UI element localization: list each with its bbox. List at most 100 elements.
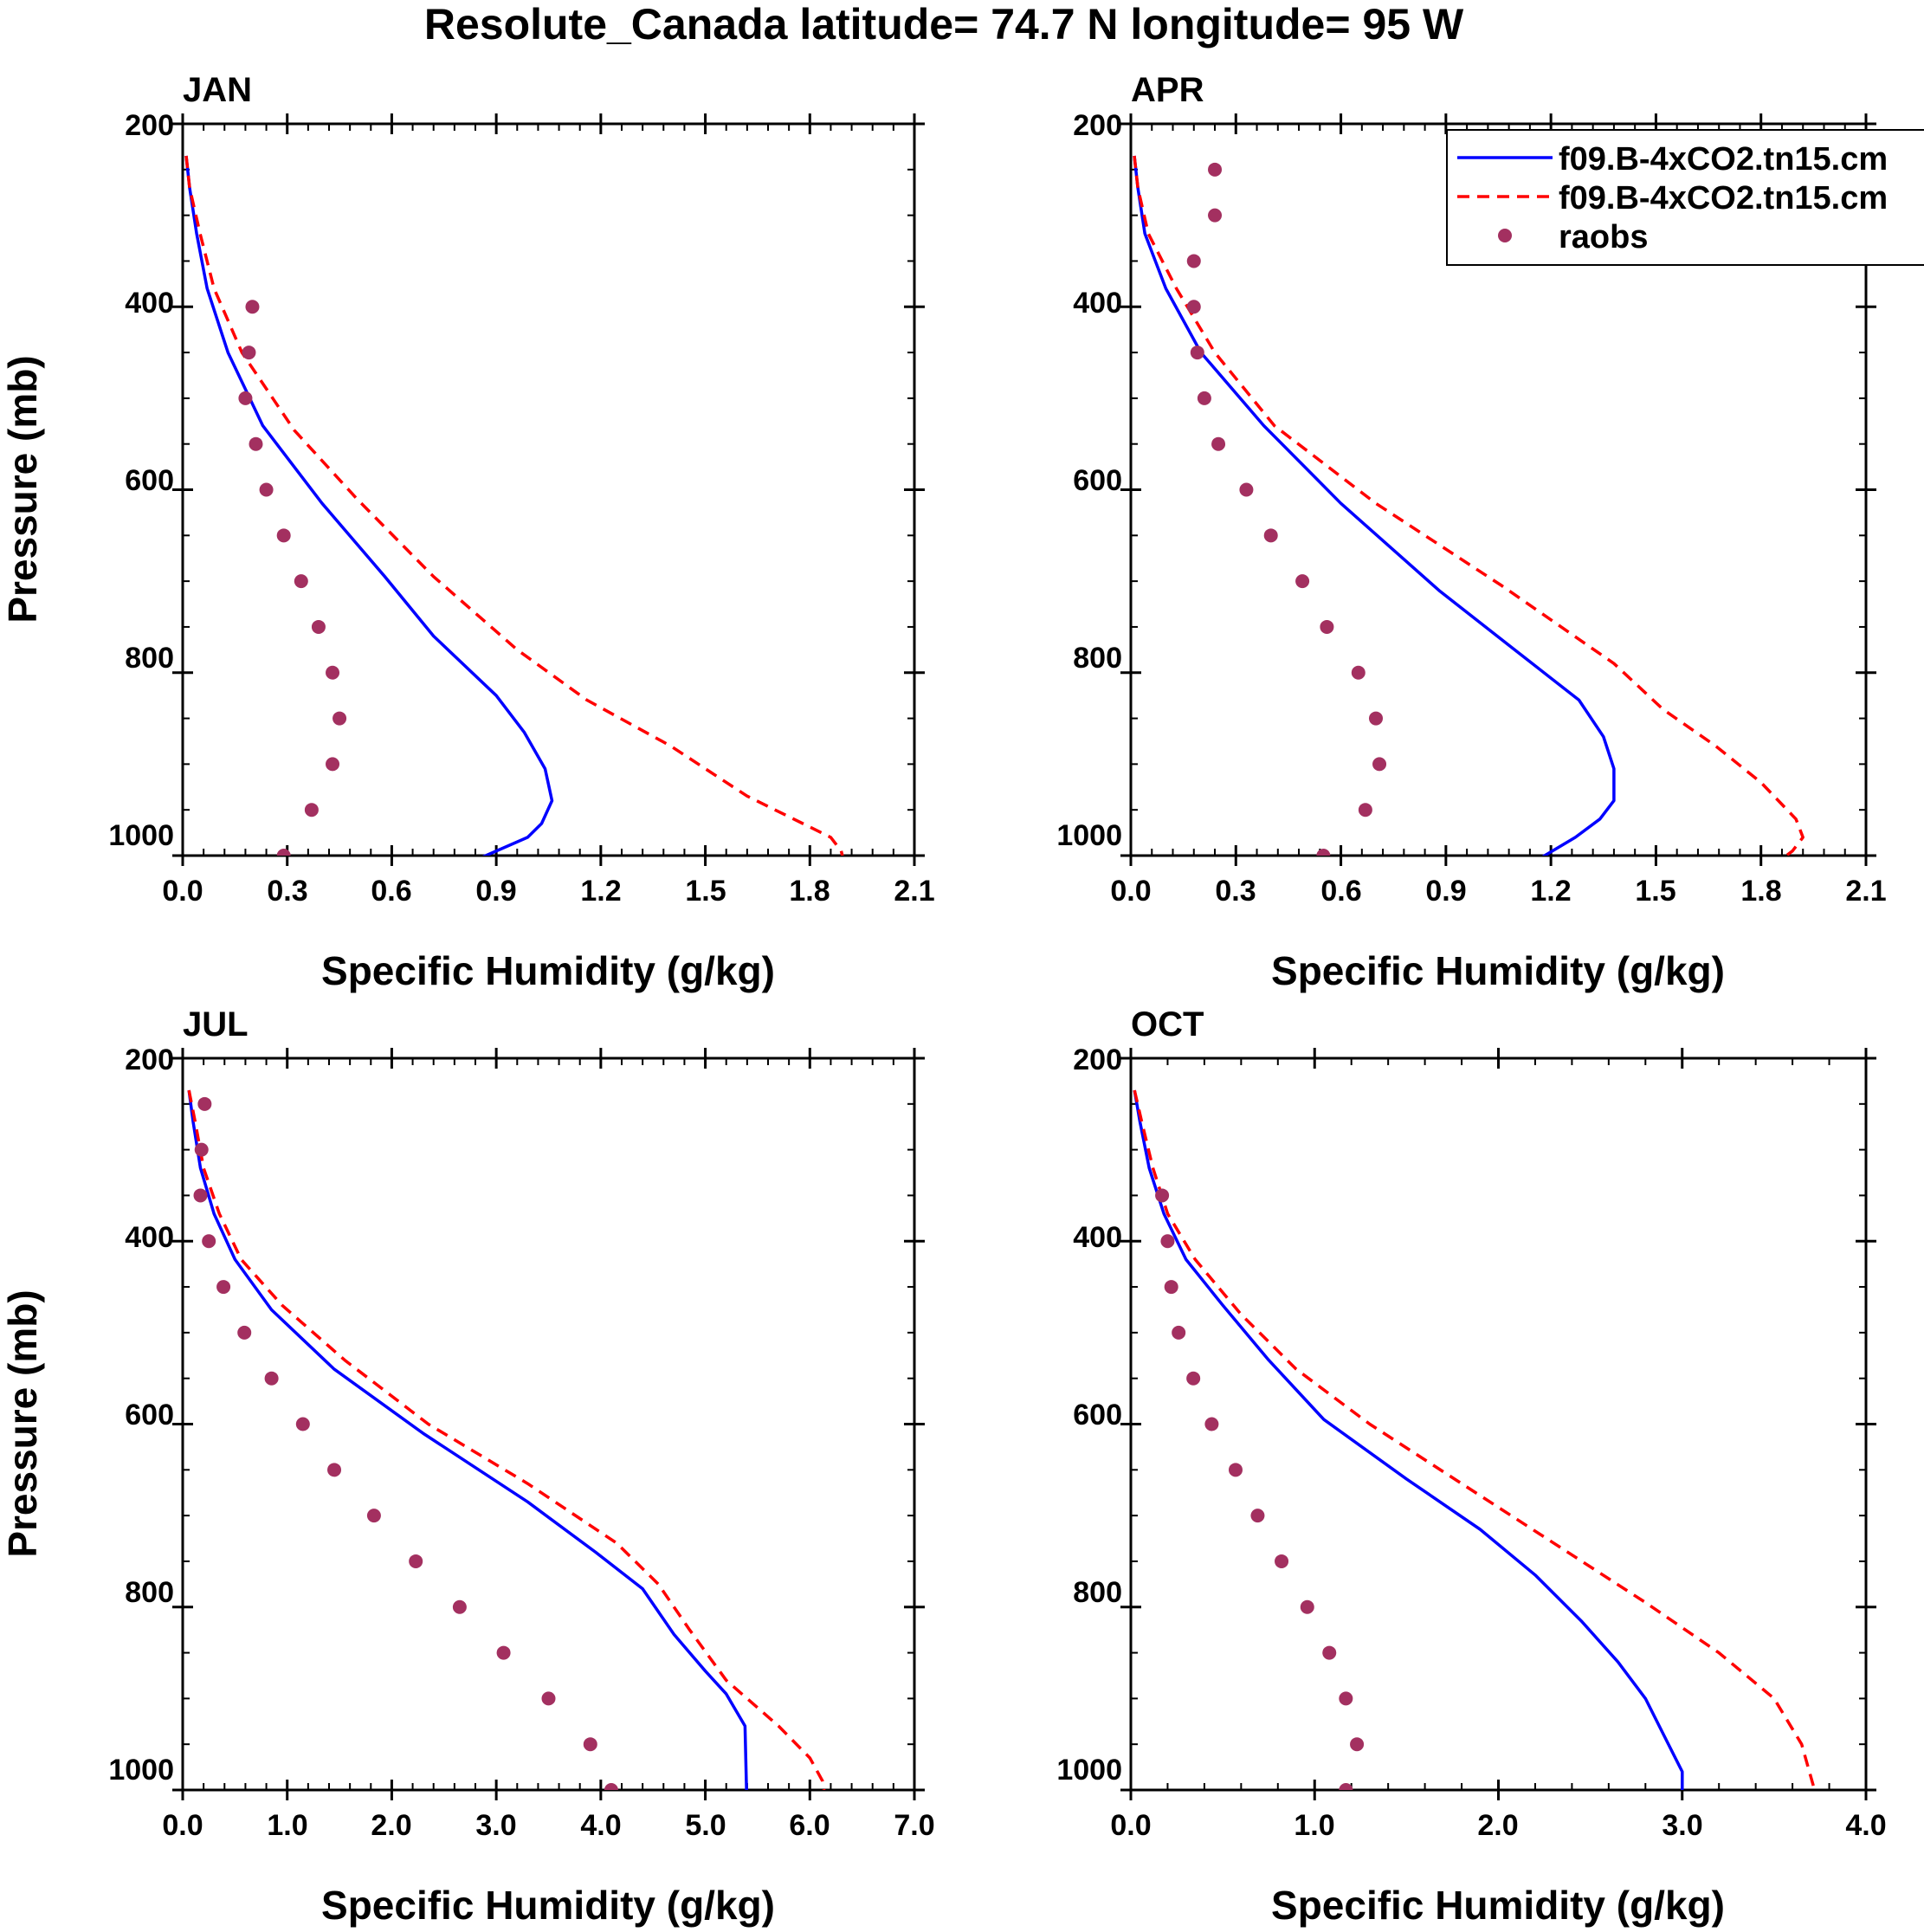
raobs-point [409, 1554, 423, 1568]
legend-label: f09.B-4xCO2.tn15.cm [1559, 141, 1888, 178]
raobs-point [1197, 391, 1211, 405]
raobs-point [202, 1234, 216, 1249]
raobs-point [326, 757, 340, 772]
legend-marker-raobs [1498, 229, 1512, 242]
panel-apr: APR 200 400 600 800 1000 0.0 0.3 0.6 0.9… [1056, 71, 1886, 993]
y-tick-label: 1000 [1056, 1754, 1122, 1787]
raobs-point [1322, 1645, 1337, 1660]
raobs-point [1316, 849, 1331, 856]
raobs-point [1164, 1280, 1178, 1295]
y-tick-label: 600 [1073, 1399, 1122, 1431]
series-line-solid [184, 155, 554, 856]
raobs-point [452, 1599, 467, 1614]
raobs-point [1208, 208, 1223, 223]
x-tick-label: 2.0 [371, 1809, 411, 1842]
raobs-point [238, 391, 253, 405]
raobs-point [1320, 619, 1334, 634]
series-line-solid [1133, 155, 1616, 856]
legend: f09.B-4xCO2.tn15.cm f09.B-4xCO2.tn15.cm … [1446, 129, 1924, 266]
x-tick-labels: 0.0 0.3 0.6 0.9 1.2 1.5 1.8 2.1 [1110, 875, 1886, 908]
x-tick-label: 5.0 [685, 1809, 726, 1842]
raobs-point [216, 1280, 231, 1295]
series-layer [1133, 155, 1805, 856]
panel-jan: JAN 200 400 600 800 1000 0.0 0.3 0.6 0.9… [0, 71, 935, 993]
x-tick-label: 2.0 [1477, 1809, 1518, 1842]
y-tick-label: 800 [125, 1576, 174, 1609]
raobs-point [496, 1645, 511, 1660]
raobs-point [249, 436, 263, 451]
series-layer [1133, 1089, 1817, 1790]
x-tick-label: 1.5 [1635, 875, 1675, 908]
y-tick-labels: 200 400 600 800 1000 [1056, 1044, 1122, 1787]
x-tick-label: 0.0 [162, 875, 203, 908]
x-tick-label: 0.6 [371, 875, 411, 908]
raobs-point [311, 619, 326, 634]
figure-title: Resolute_Canada latitude= 74.7 N longitu… [424, 0, 1464, 48]
x-tick-labels: 0.0 1.0 2.0 3.0 4.0 [1110, 1809, 1886, 1842]
series-layer [184, 155, 844, 856]
plot-frame [181, 122, 916, 857]
raobs-point [1204, 1417, 1219, 1431]
y-tick-labels: 200 400 600 800 1000 [1056, 109, 1122, 852]
panel-title: JUL [183, 1005, 249, 1044]
raobs-point [327, 1463, 342, 1477]
raobs-point [1350, 1737, 1365, 1752]
x-tick-label: 4.0 [1845, 1809, 1886, 1842]
raobs-point [295, 1417, 310, 1431]
y-tick-labels: 200 400 600 800 1000 [108, 1044, 174, 1787]
raobs-point [1239, 482, 1254, 497]
raobs-point [237, 1325, 252, 1340]
series-line-solid [187, 1089, 748, 1790]
tick-marks [172, 1048, 925, 1800]
x-tick-label: 2.1 [1845, 875, 1886, 908]
raobs-point [1263, 528, 1278, 543]
y-tick-label: 800 [1073, 642, 1122, 675]
raobs-point [1155, 1188, 1170, 1203]
raobs-point [304, 803, 319, 817]
x-tick-label: 1.2 [1530, 875, 1571, 908]
raobs-point [1190, 346, 1204, 360]
x-tick-label: 0.6 [1320, 875, 1361, 908]
series-line-dashed [187, 1089, 826, 1790]
raobs-point [1172, 1325, 1186, 1340]
x-tick-labels: 0.0 0.3 0.6 0.9 1.2 1.5 1.8 2.1 [162, 875, 934, 908]
x-tick-label: 3.0 [1662, 1809, 1702, 1842]
legend-label: raobs [1559, 219, 1648, 255]
raobs-point [326, 665, 340, 680]
y-tick-label: 800 [1073, 1576, 1122, 1609]
y-tick-label: 200 [125, 1044, 174, 1076]
x-axis-label: Specific Humidity (g/kg) [321, 1883, 775, 1928]
raobs-point [264, 1371, 279, 1386]
plot-frame [1129, 1056, 1868, 1792]
y-tick-labels: 200 400 600 800 1000 [108, 109, 174, 852]
raobs-point [242, 346, 256, 360]
raobs-point [604, 1783, 618, 1790]
y-tick-label: 200 [125, 109, 174, 142]
x-tick-label: 0.0 [162, 1809, 203, 1842]
raobs-point [1295, 574, 1310, 589]
raobs-point [276, 849, 291, 856]
raobs-point [583, 1737, 597, 1752]
legend-label: f09.B-4xCO2.tn15.cm [1559, 180, 1888, 216]
tick-marks [172, 113, 925, 866]
y-tick-label: 400 [125, 1221, 174, 1254]
raobs-point [1369, 711, 1383, 726]
raobs-point [541, 1691, 556, 1706]
y-tick-label: 600 [125, 464, 174, 497]
raobs-point [1211, 436, 1226, 451]
raobs-point [1339, 1691, 1353, 1706]
x-tick-label: 0.0 [1110, 875, 1151, 908]
tick-marks [1120, 1048, 1876, 1800]
raobs-point [294, 574, 308, 589]
y-tick-label: 1000 [108, 819, 174, 852]
x-tick-label: 0.0 [1110, 1809, 1151, 1842]
series-line-dashed [1133, 1089, 1817, 1790]
panel-oct: OCT 200 400 600 800 1000 0.0 1.0 2.0 3.0… [1056, 1005, 1886, 1928]
x-tick-label: 1.0 [267, 1809, 307, 1842]
y-tick-label: 400 [1073, 1221, 1122, 1254]
y-tick-label: 600 [1073, 464, 1122, 497]
y-axis-label: Pressure (mb) [0, 355, 45, 623]
x-tick-label: 0.3 [267, 875, 307, 908]
y-tick-label: 800 [125, 642, 174, 675]
